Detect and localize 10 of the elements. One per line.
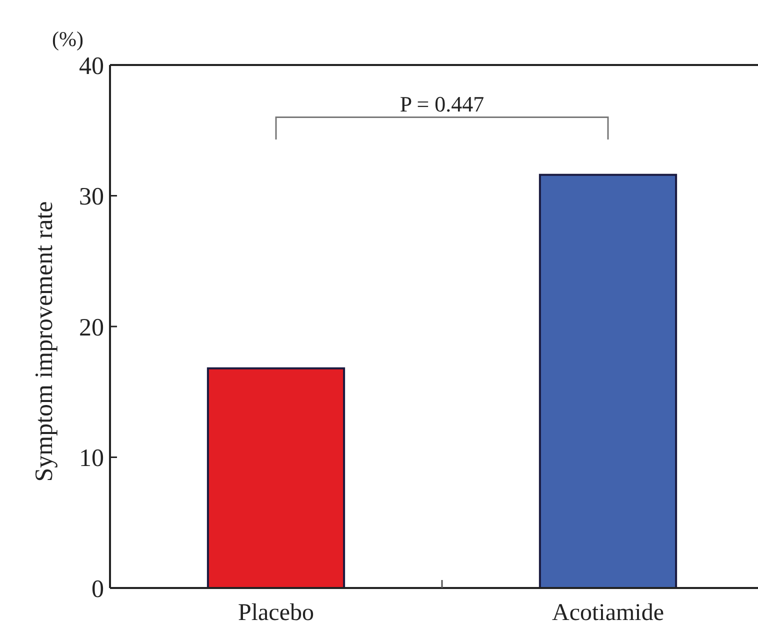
- y-tick-label: 40: [79, 52, 104, 80]
- x-tick-label: Placebo: [238, 600, 314, 626]
- x-tick-label: Acotiamide: [552, 600, 664, 626]
- annotation: P = 0.447: [400, 91, 484, 116]
- y-tick-label: 20: [79, 314, 104, 342]
- text: (%): [52, 27, 84, 51]
- y-tick-label: 30: [79, 184, 104, 210]
- y-tick-label: 0: [92, 576, 104, 603]
- y-tick-label: 10: [79, 445, 104, 472]
- y-axis-title: Symptom improvement rate: [31, 201, 58, 482]
